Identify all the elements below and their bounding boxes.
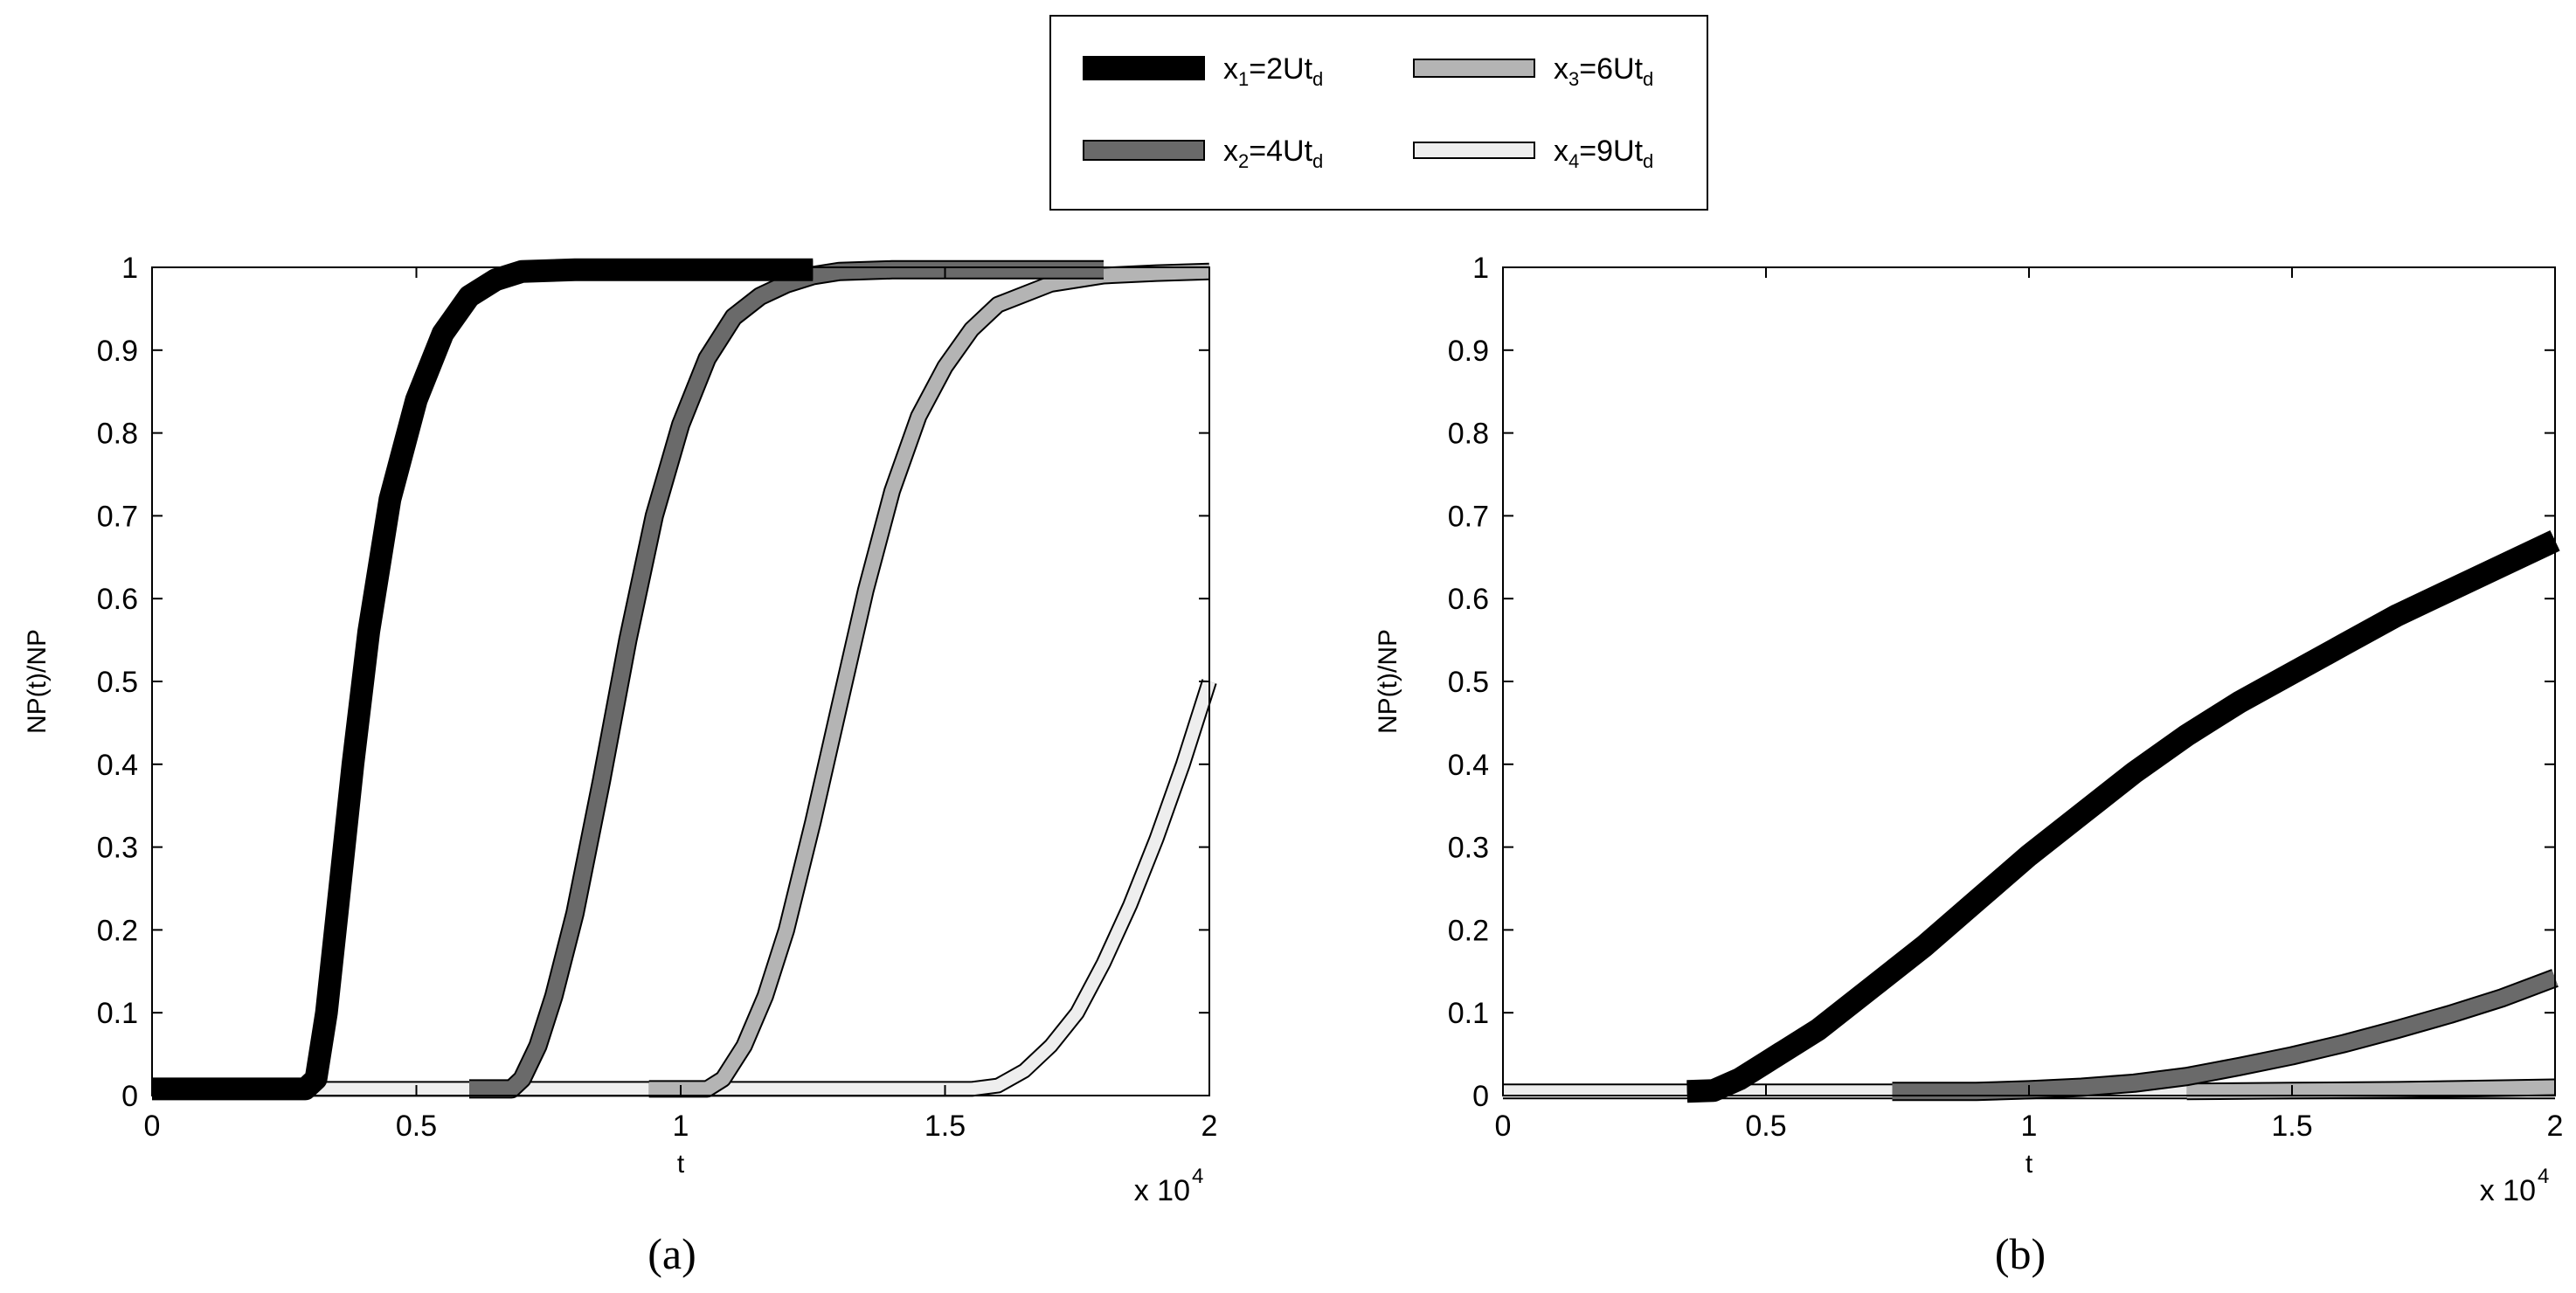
- legend-label: x2=4Utd: [1223, 135, 1323, 172]
- y-tick-label: 0.8: [1448, 418, 1489, 451]
- legend-label: x1=2Utd: [1223, 52, 1323, 90]
- chart-panel-b: 0 0.5 1 1.5 2 0 0.1 0.2 0.3 0.4 0.5 0.6 0.7 0.8 0.9 1 t N…: [1374, 252, 2563, 1278]
- plot-area: [1502, 266, 2556, 1096]
- x-axis-label: t: [2025, 1150, 2033, 1179]
- legend-label: x4=9Utd: [1554, 135, 1653, 172]
- series-3-fill: [648, 264, 1210, 1096]
- y-tick-label: 1: [1472, 252, 1489, 285]
- legend-box: [1049, 15, 1708, 211]
- chart-panel-a: 0 0.5 1 1.5 2 0 0.1 0.2 0.3 0.4 0.5 0.6 0.7 0.8 0.9 1 t N…: [23, 252, 1217, 1278]
- series-3-line: [648, 262, 1210, 1098]
- x-multiplier-label: x 10: [1134, 1174, 1190, 1207]
- y-tick-label: 0.7: [1448, 500, 1489, 533]
- y-tick-label: 0.5: [97, 666, 138, 699]
- y-tick-label: 0.2: [97, 914, 138, 947]
- series-1-line: [1686, 530, 2560, 1103]
- x-tick-label: 0.5: [396, 1110, 437, 1143]
- x-multiplier-label: x 10: [2480, 1174, 2536, 1207]
- y-axis-label: NP(t)/NP: [23, 629, 52, 734]
- x-tick-label: 0.5: [1745, 1110, 1786, 1143]
- y-tick-label: 0.3: [1448, 832, 1489, 865]
- series-2-fill: [469, 261, 1104, 1097]
- legend-swatch: [1413, 59, 1535, 78]
- legend-entry-1: x1=2Utd: [1083, 52, 1323, 90]
- legend-swatch: [1083, 140, 1205, 161]
- series-3-fill: [2186, 1080, 2556, 1099]
- series-1-line: [152, 258, 814, 1101]
- x-tick-label: 1: [2021, 1110, 2038, 1143]
- y-tick-label: 1: [121, 252, 138, 285]
- y-tick-label: 0.8: [97, 418, 138, 451]
- legend-swatch: [1083, 56, 1205, 80]
- series-3-line: [2186, 1078, 2556, 1101]
- y-tick-label: 0.3: [97, 832, 138, 865]
- x-tick-label: 1.5: [2271, 1110, 2312, 1143]
- series-4-line: [152, 679, 1217, 1097]
- y-tick-label: 0.9: [97, 335, 138, 368]
- plot-area: [151, 266, 1210, 1096]
- x-tick-label: 0: [144, 1110, 161, 1143]
- y-tick-label: 0.6: [97, 583, 138, 616]
- series-2-line: [469, 259, 1104, 1099]
- y-tick-label: 0: [121, 1080, 138, 1113]
- y-tick-label: 0.1: [1448, 997, 1489, 1030]
- legend-entry-3: x3=6Utd: [1413, 52, 1653, 90]
- x-tick-label: 0: [1495, 1110, 1512, 1143]
- x-tick-label: 2: [2547, 1110, 2564, 1143]
- y-tick-label: 0.7: [97, 500, 138, 533]
- x-multiplier-exponent: 4: [2538, 1165, 2549, 1188]
- x-multiplier-exponent: 4: [1192, 1165, 1203, 1188]
- y-tick-label: 0.4: [1448, 749, 1489, 782]
- legend-label: x3=6Utd: [1554, 52, 1653, 90]
- x-axis-label: t: [677, 1150, 685, 1179]
- x-tick-label: 1: [673, 1110, 689, 1143]
- y-tick-label: 0: [1472, 1080, 1489, 1113]
- panel-caption: (a): [647, 1229, 696, 1278]
- y-tick-label: 0.2: [1448, 914, 1489, 947]
- series-4-fill: [152, 679, 1215, 1096]
- series-1-fill: [152, 259, 814, 1099]
- y-tick-label: 0.6: [1448, 583, 1489, 616]
- legend-entry-2: x2=4Utd: [1083, 135, 1323, 172]
- legend: x1=2Utd x2=4Utd x3=6Utd x4=9Utd: [1049, 15, 1708, 211]
- y-axis-label: NP(t)/NP: [1374, 629, 1402, 734]
- y-tick-label: 0.4: [97, 749, 138, 782]
- y-tick-label: 0.5: [1448, 666, 1489, 699]
- legend-swatch: [1413, 142, 1535, 159]
- panel-caption: (b): [1995, 1229, 2046, 1278]
- series-1-fill: [1686, 531, 2559, 1102]
- x-tick-label: 1.5: [924, 1110, 966, 1143]
- y-tick-label: 0.1: [97, 997, 138, 1030]
- x-tick-label: 2: [1201, 1110, 1218, 1143]
- y-tick-label: 0.9: [1448, 335, 1489, 368]
- legend-entry-4: x4=9Utd: [1413, 135, 1653, 172]
